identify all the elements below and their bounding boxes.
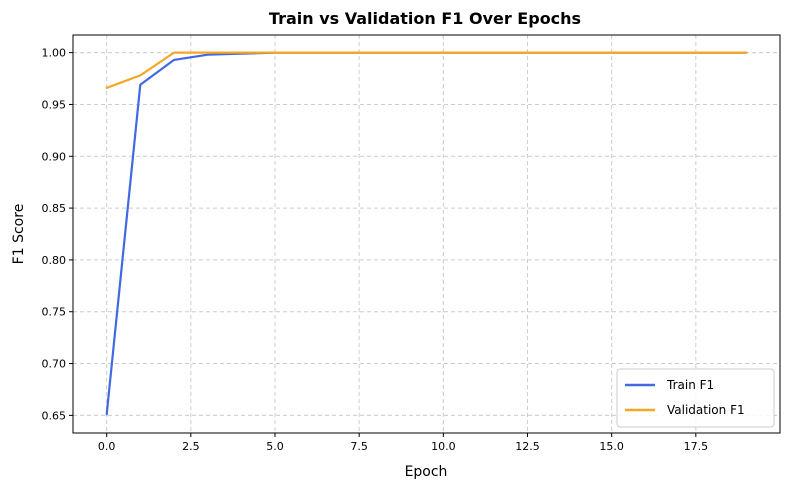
legend: Train F1 Validation F1 [616, 368, 775, 428]
plot-area-frame [72, 34, 781, 434]
legend-label-train: Train F1 [666, 378, 714, 392]
grid [73, 35, 780, 433]
x-tick-label: 15.0 [599, 440, 624, 453]
y-tick-label: 0.95 [42, 98, 67, 111]
y-tick-label: 0.90 [42, 150, 67, 163]
y-tick-label: 0.85 [42, 202, 67, 215]
y-axis-ticks: 0.65 0.70 0.75 0.80 0.85 0.90 0.95 1.00 [42, 47, 73, 422]
x-axis-ticks: 0.0 2.5 5.0 7.5 10.0 12.5 15.0 17.5 [98, 433, 708, 453]
x-tick-label: 0.0 [98, 440, 116, 453]
x-tick-label: 12.5 [515, 440, 540, 453]
y-axis-title: F1 Score [11, 204, 27, 265]
y-tick-label: 0.75 [42, 306, 67, 319]
y-tick-label: 0.65 [42, 409, 67, 422]
y-tick-label: 1.00 [42, 47, 67, 60]
x-tick-label: 2.5 [182, 440, 200, 453]
chart-title: Train vs Validation F1 Over Epochs [269, 9, 581, 28]
y-tick-label: 0.80 [42, 254, 67, 267]
x-tick-label: 7.5 [350, 440, 368, 453]
series-line-validation [105, 51, 748, 90]
series-lines [105, 51, 748, 416]
x-tick-label: 5.0 [266, 440, 284, 453]
x-tick-label: 10.0 [431, 440, 456, 453]
legend-label-validation: Validation F1 [667, 403, 745, 417]
x-axis-title: Epoch [405, 464, 448, 480]
y-tick-label: 0.70 [42, 358, 67, 371]
x-tick-label: 17.5 [684, 440, 709, 453]
legend-box [616, 368, 775, 428]
